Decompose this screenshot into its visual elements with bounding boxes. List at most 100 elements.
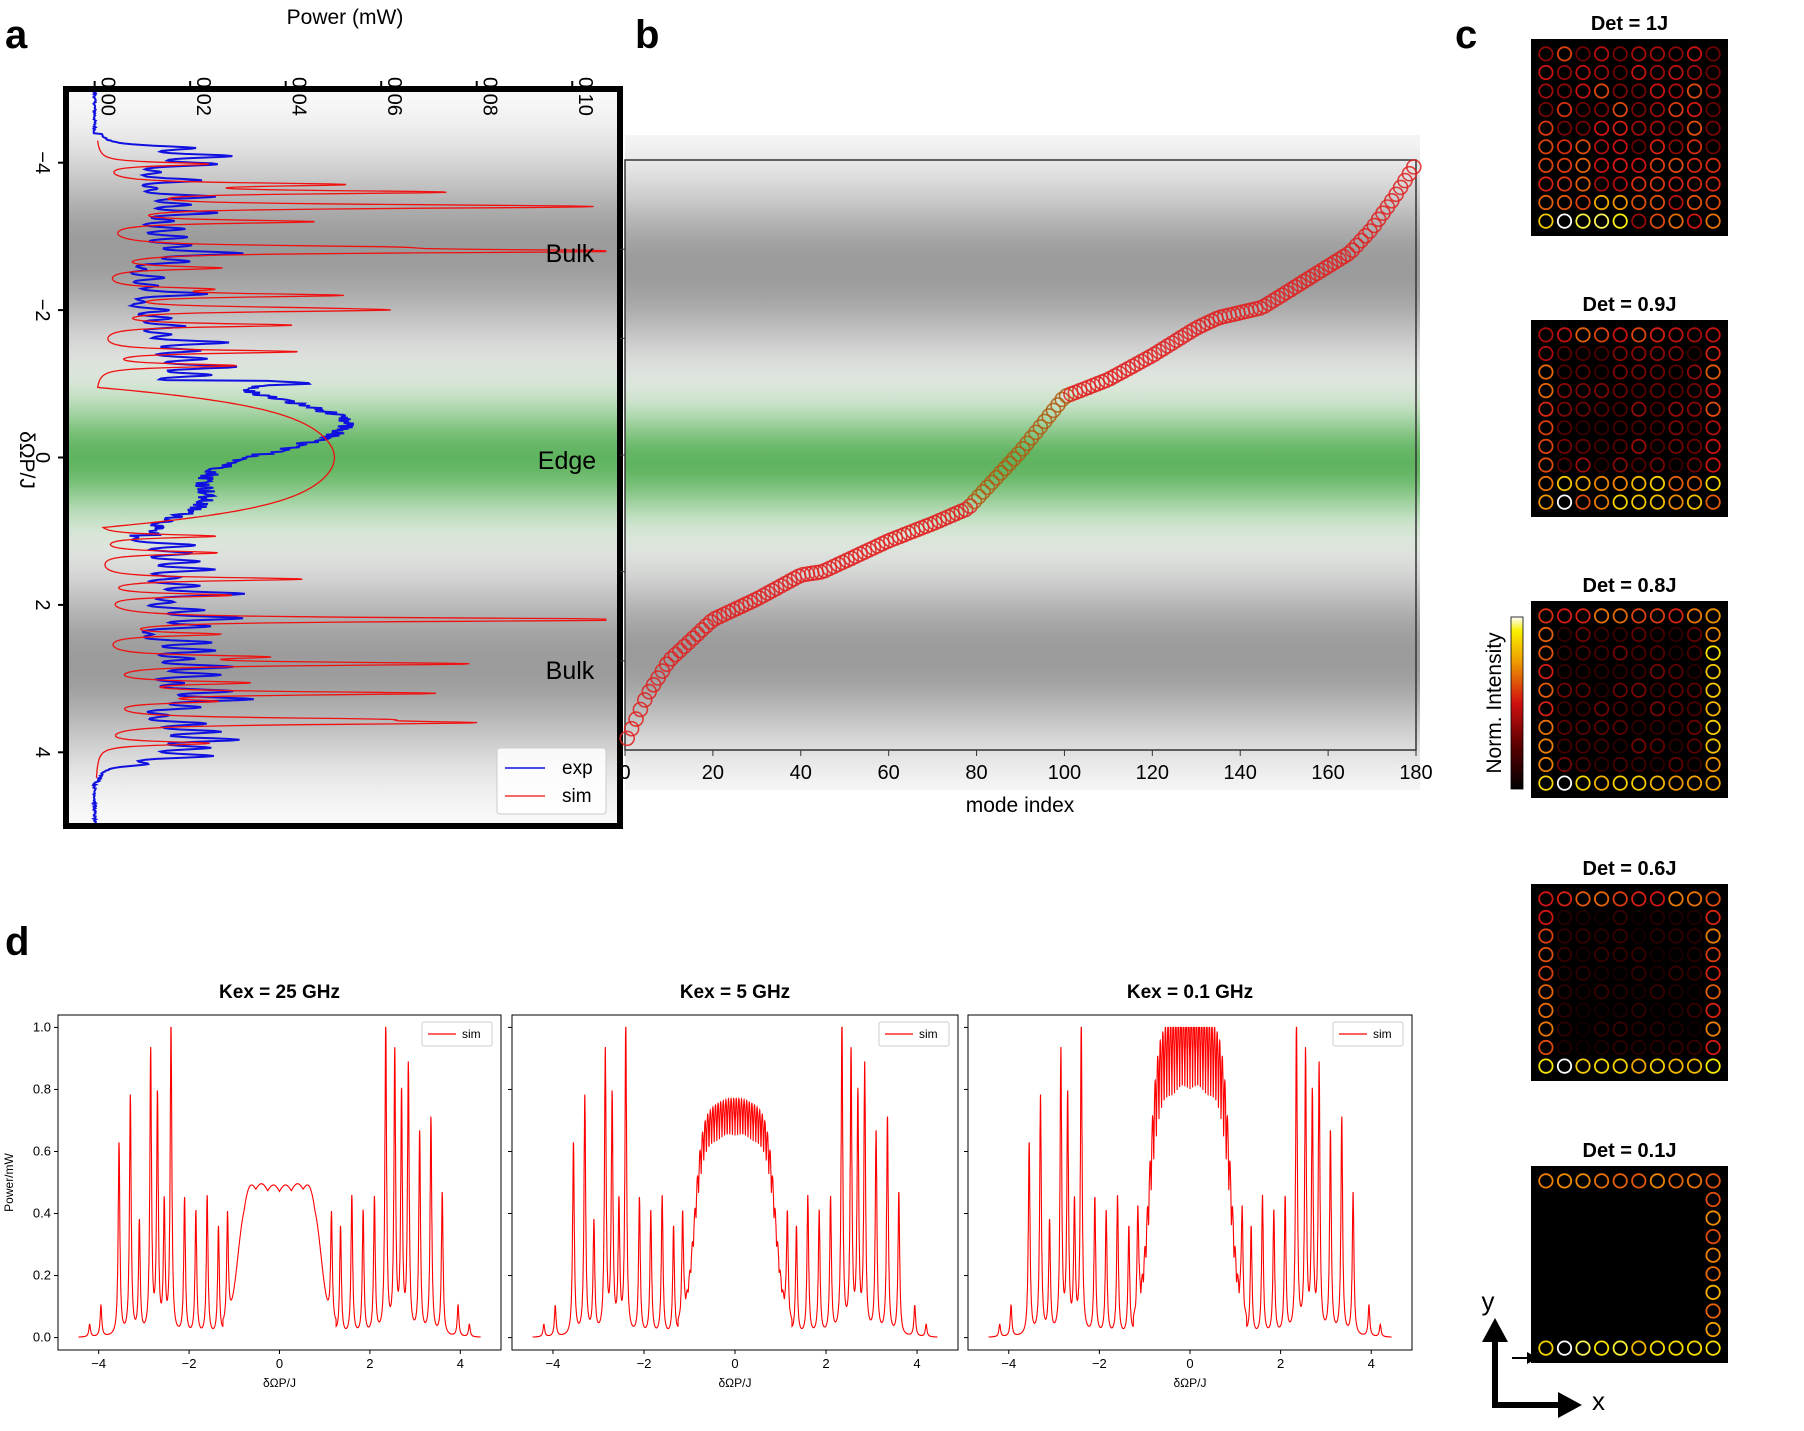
- ring-resonator: [1575, 928, 1591, 944]
- panel-b-ticks: 0 20 40 60 80 100 120 140 160 180: [619, 248, 1433, 784]
- d-xtick-label: −4: [91, 1356, 106, 1371]
- mode-point: [1155, 340, 1172, 357]
- intensity-map-title: Det = 0.8J: [1583, 575, 1677, 597]
- ring-resonator: [1705, 102, 1721, 118]
- d-xtick-label: 4: [913, 1356, 920, 1371]
- d-ytick-label: 0.6: [33, 1143, 51, 1158]
- mode-point: [1014, 440, 1031, 457]
- ring-resonator: [1705, 664, 1721, 680]
- ring-resonator: [1594, 891, 1610, 907]
- ring-resonator: [1631, 102, 1647, 118]
- ring-resonator: [1556, 64, 1573, 81]
- d-xtick-label: −2: [637, 1356, 652, 1371]
- ring-resonator: [1705, 1247, 1721, 1263]
- ring-resonator: [1556, 682, 1573, 698]
- ring-resonator: [1631, 928, 1647, 944]
- ring-resonator: [1686, 928, 1703, 944]
- ring-resonator: [1649, 327, 1665, 343]
- d-xtick-label: 2: [822, 1356, 829, 1371]
- ring-resonator: [1668, 608, 1684, 624]
- ring-resonator: [1538, 438, 1554, 454]
- panel-a: 0.00 0.02 0.04 0.06 0.08 0.10 −4 −2 0 2 4 Power (m…: [15, 6, 623, 829]
- ring-resonator: [1575, 1021, 1591, 1037]
- ring-resonator: [1668, 756, 1684, 773]
- series-sim-line: [95, 140, 607, 778]
- a-xtick-label: 0.10: [574, 77, 596, 116]
- ring-resonator: [1575, 157, 1591, 173]
- ring-resonator: [1594, 701, 1610, 717]
- ring-resonator: [1686, 194, 1703, 211]
- intensity-map-title: Det = 0.1J: [1583, 1140, 1677, 1162]
- ring-resonator: [1668, 46, 1684, 62]
- mode-point: [988, 469, 1005, 486]
- ring-resonator: [1575, 738, 1591, 754]
- ring-resonator: [1556, 345, 1573, 362]
- ring-resonator: [1649, 645, 1665, 661]
- ring-resonator: [1575, 909, 1591, 926]
- ring-resonator: [1612, 701, 1628, 717]
- mode-point: [1313, 262, 1330, 279]
- intensity-map-background: [1531, 320, 1728, 517]
- ring-resonator: [1668, 420, 1684, 436]
- ring-resonator: [1612, 213, 1628, 229]
- ring-resonator: [1594, 756, 1610, 773]
- ring-resonator: [1556, 909, 1573, 926]
- ring-resonator: [1612, 475, 1628, 492]
- ring-resonator: [1649, 756, 1665, 773]
- panel-letter-d: d: [5, 920, 29, 964]
- ring-resonator: [1686, 327, 1703, 343]
- ring-resonator: [1556, 775, 1573, 791]
- ring-resonator: [1612, 1039, 1628, 1056]
- ring-resonator: [1668, 83, 1684, 99]
- ring-resonator: [1649, 664, 1665, 680]
- ring-resonator: [1631, 965, 1647, 981]
- panel-letter-b: b: [635, 13, 659, 57]
- ring-resonator: [1686, 438, 1703, 454]
- mode-point: [1054, 391, 1070, 408]
- ring-resonator: [1631, 194, 1647, 211]
- ring-resonator: [1649, 1340, 1665, 1356]
- ring-resonator: [1649, 364, 1665, 380]
- ring-resonator: [1631, 756, 1647, 773]
- ring-resonator: [1705, 46, 1721, 62]
- ring-resonator: [1705, 909, 1721, 926]
- ring-resonator: [1556, 1002, 1573, 1018]
- ring-resonator: [1631, 947, 1647, 963]
- ring-resonator: [1668, 775, 1684, 791]
- mode-point: [702, 613, 719, 630]
- intensity-map: Det = 0.6J: [1531, 858, 1728, 1081]
- ring-resonator: [1556, 420, 1573, 436]
- b-xtick-label: 120: [1136, 762, 1169, 784]
- ring-resonator: [1556, 738, 1573, 754]
- ring-resonator: [1575, 438, 1591, 454]
- ring-resonator: [1705, 139, 1721, 155]
- ring-resonator: [1668, 213, 1684, 229]
- ring-resonator: [1556, 457, 1573, 473]
- ring-resonator: [1631, 608, 1647, 624]
- ring-resonator: [1575, 494, 1591, 510]
- ring-resonator: [1594, 1340, 1610, 1356]
- panel-a-frame: [63, 86, 623, 829]
- mode-point: [1326, 254, 1343, 271]
- ring-resonator: [1538, 345, 1554, 362]
- ring-resonator: [1705, 213, 1721, 229]
- ring-resonator: [1668, 719, 1684, 735]
- mode-point: [1261, 295, 1277, 312]
- ring-resonator: [1594, 965, 1610, 981]
- x-arrow-head: [1558, 1392, 1582, 1418]
- ring-resonator: [1686, 420, 1703, 436]
- ring-resonator: [1705, 364, 1721, 380]
- ring-resonator: [1705, 984, 1721, 1000]
- ring-resonator: [1705, 494, 1721, 510]
- ring-resonator: [1575, 457, 1591, 473]
- b-xtick-label: 180: [1399, 762, 1432, 784]
- ring-resonator: [1686, 64, 1703, 81]
- spectrum-subplot: Kex = 0.1 GHz −4 −2 0 2 4 δΩP/J sim: [964, 982, 1413, 1390]
- ring-resonator: [1686, 475, 1703, 492]
- ring-resonator: [1594, 475, 1610, 492]
- ring-resonator: [1575, 1039, 1591, 1056]
- ring-resonator: [1649, 1021, 1665, 1037]
- spectrum-subplot: Kex = 5 GHz −4 −2 0 2 4 δΩP/J sim: [508, 982, 959, 1390]
- ring-resonator: [1705, 1321, 1721, 1338]
- ring-resonator: [1575, 682, 1591, 698]
